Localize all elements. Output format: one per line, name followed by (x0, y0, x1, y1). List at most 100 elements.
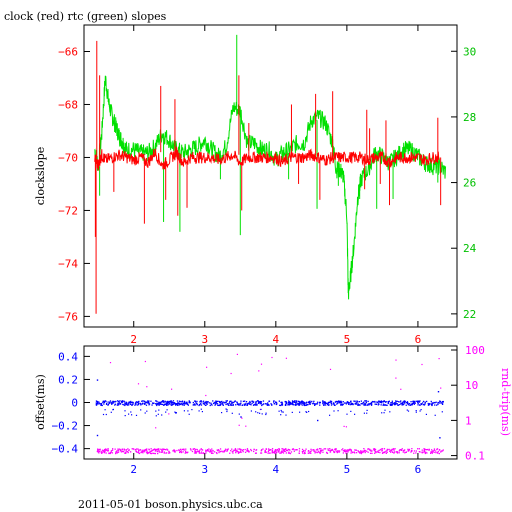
rnd-trip-point (329, 449, 331, 452)
offset-point (103, 401, 106, 404)
rnd-trip-point (296, 449, 298, 451)
rtc-series (94, 34, 447, 300)
offset-point (441, 403, 444, 405)
rnd-trip-point (202, 452, 205, 454)
offset-point (433, 401, 435, 404)
offset-point (255, 401, 257, 403)
rnd-trip-point (98, 449, 100, 451)
offset-point (212, 400, 214, 402)
offset-point (259, 402, 261, 404)
rnd-trip-point (430, 451, 432, 453)
offset-point (392, 403, 394, 405)
offset-point (422, 402, 424, 404)
offset-point (258, 401, 260, 403)
offset-point (168, 401, 170, 403)
offset-point (398, 401, 400, 403)
rnd-trip-point (435, 452, 437, 454)
offset-point (370, 401, 373, 404)
offset-point (111, 401, 113, 403)
rnd-trip-point (186, 452, 188, 454)
offset-point (394, 402, 396, 404)
offset-point (173, 403, 175, 405)
rnd-trip-point (398, 450, 400, 452)
offset-point (126, 403, 128, 405)
rnd-trip-point (329, 368, 332, 370)
offset-point (334, 401, 336, 403)
rnd-trip-point (333, 451, 335, 453)
rnd-trip-point (362, 450, 364, 452)
rnd-trip-point (331, 448, 333, 451)
rnd-trip-point (277, 451, 279, 453)
rnd-trip-point (145, 449, 147, 451)
offset-point (364, 403, 366, 406)
offset-point (441, 401, 443, 403)
rnd-trip-point (121, 449, 123, 451)
rnd-trip-point (423, 449, 425, 452)
rnd-trip-point (410, 451, 412, 453)
rnd-trip-point (128, 450, 130, 452)
rnd-trip-point (359, 452, 361, 454)
offset-point (225, 400, 227, 402)
rnd-trip-point (108, 452, 110, 454)
bottom-y-axis-label: offset(ms) (34, 374, 47, 430)
offset-point (124, 403, 126, 405)
rnd-trip-point (137, 451, 139, 454)
offset-point (241, 404, 243, 406)
offset-point (330, 402, 332, 405)
rnd-trip-point (271, 450, 273, 453)
rnd-trip-point (405, 451, 407, 453)
offset-point (119, 402, 121, 405)
rnd-trip-point (125, 450, 127, 452)
offset-point (155, 410, 157, 412)
rnd-trip-point (433, 448, 436, 450)
rnd-trip-point (285, 448, 287, 450)
rnd-trip-point (287, 452, 290, 454)
offset-point (389, 411, 391, 413)
offset-point (398, 404, 401, 406)
rnd-trip-point (286, 449, 288, 451)
rnd-trip-point (436, 448, 439, 450)
offset-point (285, 414, 287, 416)
offset-point (128, 401, 130, 404)
offset-point (118, 401, 120, 403)
rnd-trip-point (210, 450, 212, 452)
rnd-trip-point (176, 449, 178, 452)
offset-point (391, 402, 393, 404)
rnd-trip-point (97, 448, 99, 450)
rnd-trip-point (343, 425, 345, 427)
rnd-trip-point (379, 451, 381, 454)
rnd-trip-point (342, 450, 345, 452)
offset-point (349, 404, 351, 406)
offset-point (250, 410, 252, 412)
offset-point (140, 404, 142, 406)
rnd-trip-point (320, 449, 322, 452)
top-y2-tick-label: 24 (463, 242, 477, 255)
offset-point (200, 400, 202, 402)
rnd-trip-point (438, 358, 440, 360)
rnd-trip-point (144, 360, 146, 363)
rnd-trip-point (101, 449, 104, 451)
offset-point (169, 400, 172, 402)
rnd-trip-point (163, 452, 165, 454)
offset-point (366, 412, 368, 414)
rnd-trip-point (229, 452, 231, 454)
offset-point (329, 414, 331, 416)
rnd-trip-point (219, 448, 222, 450)
rnd-trip-point (165, 452, 167, 454)
offset-point (147, 400, 149, 402)
offset-point (97, 401, 99, 403)
offset-point (108, 402, 110, 405)
rnd-trip-point (378, 449, 380, 452)
offset-point (419, 404, 421, 406)
rnd-trip-point (407, 450, 409, 452)
offset-point (148, 404, 150, 406)
rnd-trip-point (396, 451, 398, 453)
rnd-trip-point (402, 449, 404, 452)
offset-point (296, 401, 298, 403)
offset-point (355, 403, 357, 405)
offset-point (200, 408, 202, 410)
offset-point (343, 402, 346, 404)
rnd-trip-point (404, 449, 406, 451)
offset-point (324, 402, 327, 404)
rnd-trip-point (369, 452, 372, 454)
